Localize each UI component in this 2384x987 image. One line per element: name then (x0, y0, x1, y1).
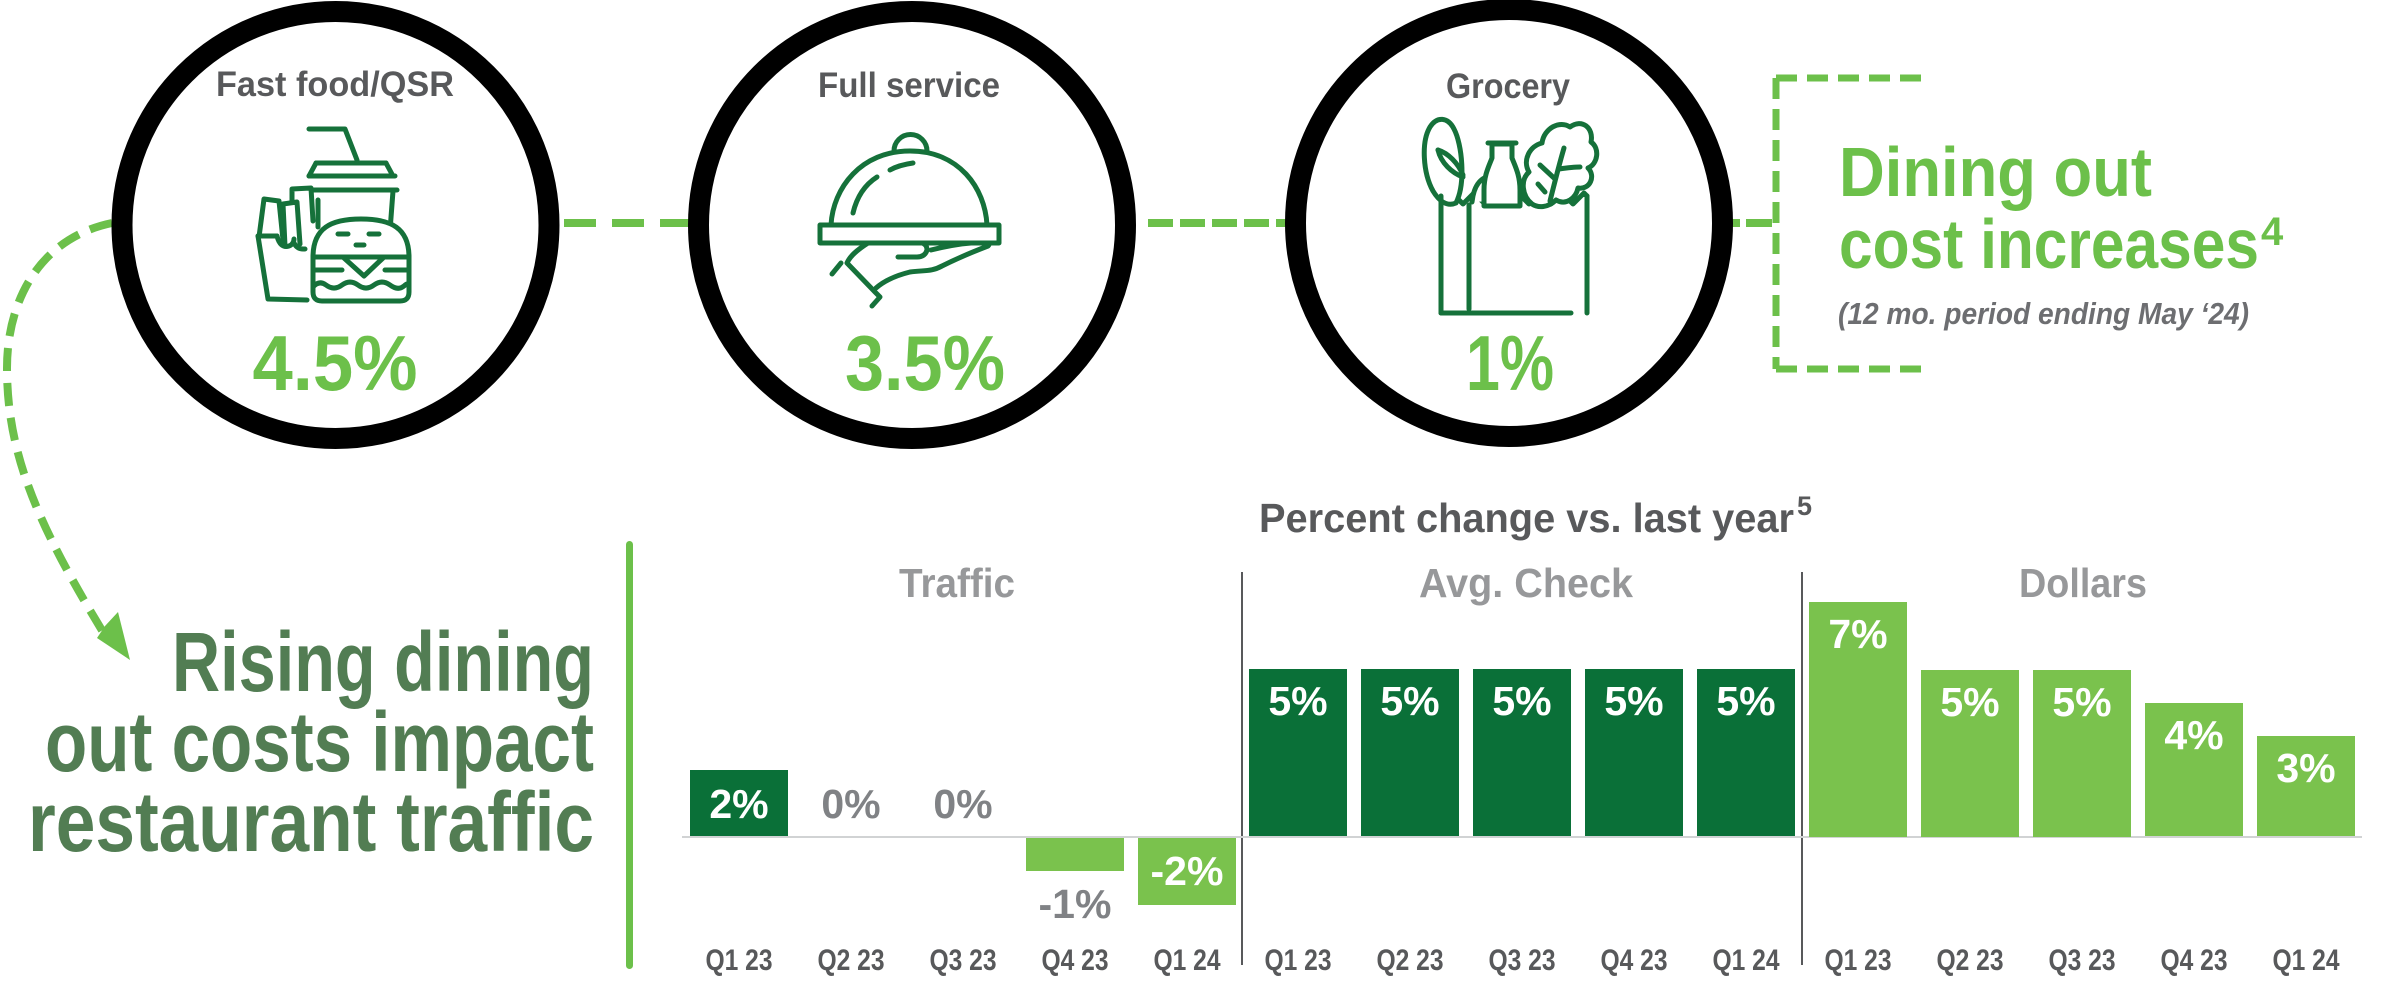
svg-text:Q1 24: Q1 24 (1154, 944, 1221, 977)
svg-text:Dollars: Dollars (2019, 560, 2147, 606)
svg-text:5%: 5% (1492, 678, 1551, 724)
svg-text:7%: 7% (1828, 611, 1887, 657)
svg-text:(12 mo. period ending May ‘24): (12 mo. period ending May ‘24) (1838, 296, 2249, 331)
svg-text:Q1 23: Q1 23 (1265, 944, 1332, 977)
svg-text:5%: 5% (2052, 679, 2111, 725)
svg-text:Q3 23: Q3 23 (930, 944, 997, 977)
svg-text:3%: 3% (2276, 745, 2335, 791)
svg-text:Q1 24: Q1 24 (1713, 944, 1780, 977)
svg-text:-1%: -1% (1039, 881, 1112, 927)
svg-text:Fast food/QSR: Fast food/QSR (216, 65, 454, 104)
svg-text:Q3 23: Q3 23 (2049, 944, 2116, 977)
svg-text:0%: 0% (933, 781, 992, 827)
svg-text:Q4 23: Q4 23 (1042, 944, 1109, 977)
svg-text:out costs impact: out costs impact (45, 695, 594, 789)
svg-text:Q1 24: Q1 24 (2273, 944, 2340, 977)
svg-text:Q2 23: Q2 23 (818, 944, 885, 977)
svg-text:Full service: Full service (818, 66, 1000, 105)
svg-text:Avg. Check: Avg. Check (1419, 560, 1633, 606)
svg-text:1%: 1% (1466, 319, 1554, 407)
svg-text:4: 4 (2261, 210, 2284, 254)
svg-text:5: 5 (1797, 491, 1812, 521)
svg-text:Rising dining: Rising dining (172, 615, 594, 709)
svg-text:5%: 5% (1380, 678, 1439, 724)
svg-text:5%: 5% (1716, 678, 1775, 724)
svg-text:Q1 23: Q1 23 (1825, 944, 1892, 977)
svg-text:4.5%: 4.5% (253, 319, 418, 407)
svg-text:-2%: -2% (1151, 848, 1224, 894)
svg-text:restaurant traffic: restaurant traffic (28, 775, 594, 869)
svg-text:Q4 23: Q4 23 (2161, 944, 2228, 977)
svg-text:3.5%: 3.5% (845, 319, 1005, 407)
svg-text:5%: 5% (1940, 679, 1999, 725)
svg-text:Q2 23: Q2 23 (1937, 944, 2004, 977)
svg-text:Q1 23: Q1 23 (706, 944, 773, 977)
svg-text:2%: 2% (709, 781, 768, 827)
svg-text:Dining out: Dining out (1839, 133, 2152, 211)
svg-text:Grocery: Grocery (1446, 67, 1570, 106)
svg-text:Percent change vs. last year: Percent change vs. last year (1259, 495, 1794, 541)
svg-text:0%: 0% (821, 781, 880, 827)
svg-text:Q4 23: Q4 23 (1601, 944, 1668, 977)
svg-text:4%: 4% (2164, 712, 2223, 758)
svg-text:Q2 23: Q2 23 (1377, 944, 1444, 977)
svg-text:Q3 23: Q3 23 (1489, 944, 1556, 977)
svg-text:5%: 5% (1268, 678, 1327, 724)
svg-text:5%: 5% (1604, 678, 1663, 724)
svg-text:Traffic: Traffic (899, 560, 1015, 606)
svg-text:cost increases: cost increases (1839, 205, 2259, 283)
